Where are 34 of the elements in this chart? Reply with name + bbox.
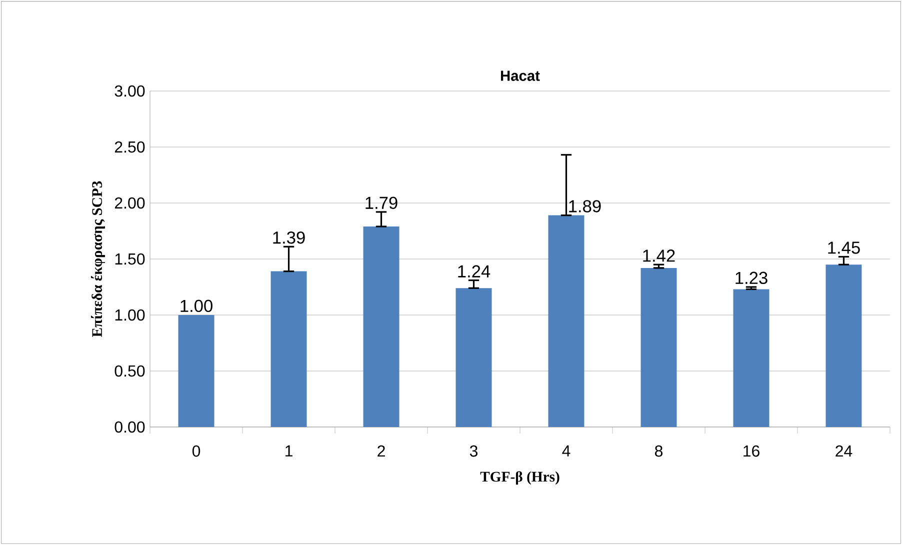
- y-axis-title: Επίπεδα έκφρασης SCP3: [90, 181, 105, 337]
- y-tick-label: 2.50: [114, 141, 145, 153]
- x-tick-label: 24: [836, 445, 852, 457]
- data-label: 1.89: [569, 200, 601, 212]
- bar: [363, 226, 400, 427]
- chart-title: Hacat: [501, 70, 540, 81]
- x-tick-label: 0: [192, 445, 200, 457]
- data-label: 1.42: [643, 250, 675, 262]
- x-tick-label: 4: [562, 445, 570, 456]
- bar: [733, 289, 770, 427]
- x-tick-label: 2: [378, 445, 385, 457]
- x-tick-label: 16: [744, 445, 760, 457]
- data-label: 1.45: [828, 242, 860, 254]
- data-label: 1.39: [273, 231, 305, 244]
- y-tick-label: 1.00: [115, 309, 145, 321]
- y-tick-label: 2.00: [114, 197, 145, 209]
- data-label: 1.79: [366, 196, 398, 210]
- y-tick-label: 0.00: [114, 421, 145, 433]
- x-tick-label: 1: [286, 445, 292, 456]
- bar: [640, 268, 677, 427]
- bar: [548, 215, 584, 427]
- data-label: 1.23: [736, 272, 768, 284]
- x-tick-label: 8: [654, 445, 662, 457]
- data-label: 1.24: [458, 265, 490, 278]
- y-tick-label: 1.50: [115, 253, 145, 265]
- x-tick-label: 3: [470, 445, 478, 457]
- y-tick-label: 3.00: [114, 85, 145, 97]
- bar: [456, 288, 492, 427]
- bar: [826, 264, 862, 427]
- bar: [270, 271, 307, 427]
- y-tick-label: 0.50: [114, 365, 145, 377]
- x-axis-title: TGF-β (Hrs): [480, 471, 560, 485]
- bar: [178, 314, 214, 427]
- data-label: 1.00: [180, 300, 212, 312]
